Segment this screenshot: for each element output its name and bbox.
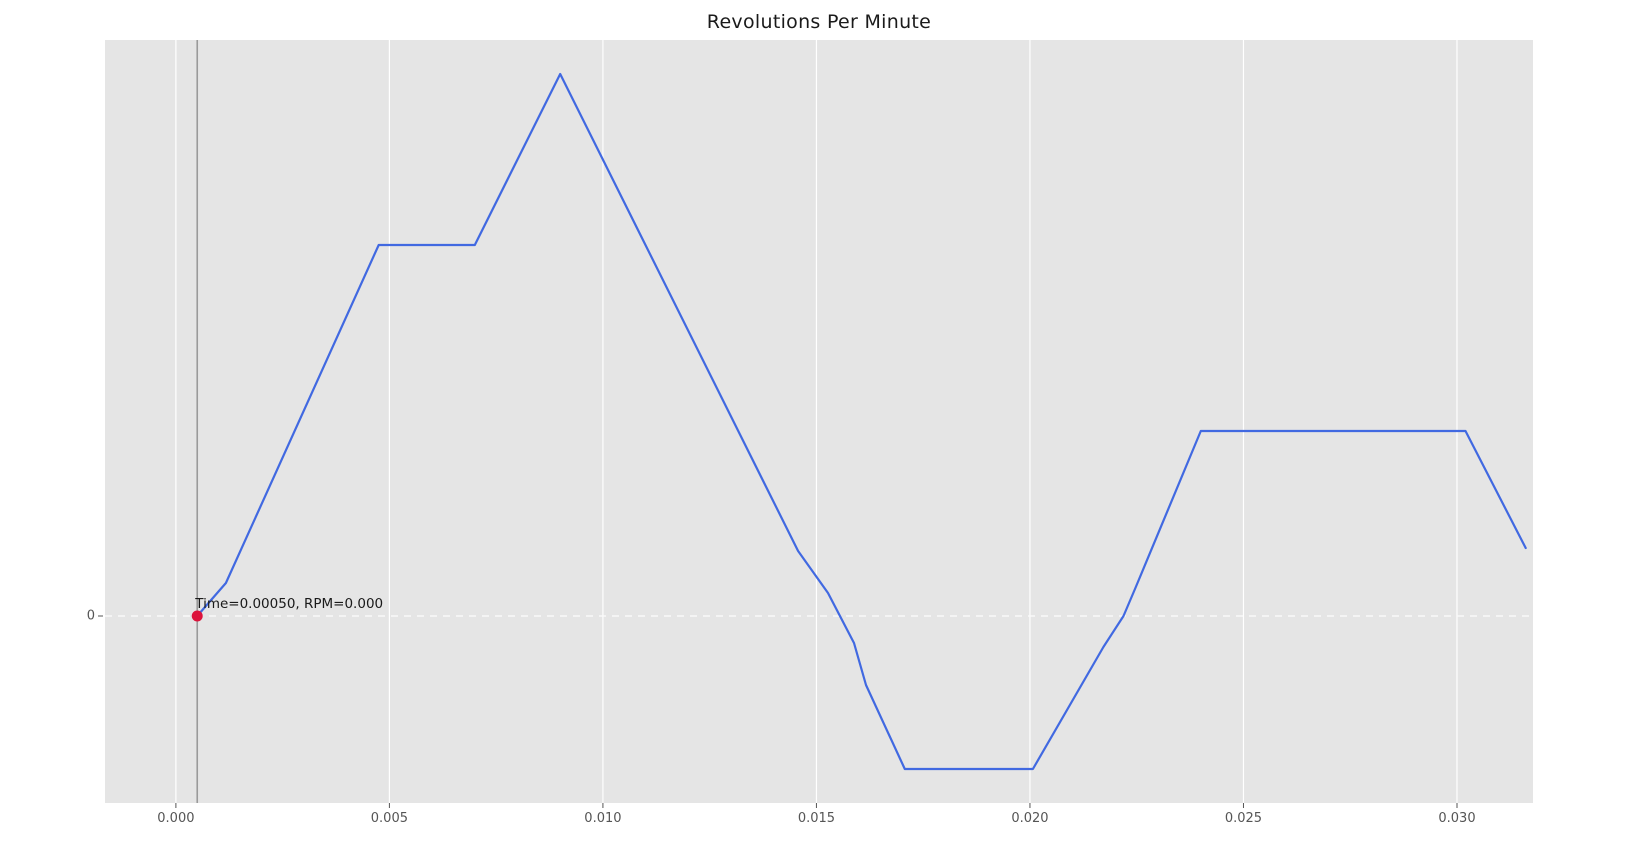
x-tick-label: 0.000 xyxy=(157,811,195,826)
x-tick-label: 0.010 xyxy=(584,811,622,826)
chart-title: Revolutions Per Minute xyxy=(706,11,932,33)
x-tick-label: 0.020 xyxy=(1011,811,1049,826)
plot-area xyxy=(105,40,1533,803)
x-tick-label: 0.030 xyxy=(1438,811,1476,826)
x-tick-label: 0.025 xyxy=(1224,811,1263,826)
rpm-line xyxy=(196,72,1527,771)
y-tick-label: 0 xyxy=(86,608,95,624)
x-tick-label: 0.015 xyxy=(797,811,836,826)
marker-dot xyxy=(191,610,203,622)
x-tick-label: 0.005 xyxy=(370,811,408,826)
annotation-label: Time=0.00050, RPM=0.000 xyxy=(195,596,384,612)
